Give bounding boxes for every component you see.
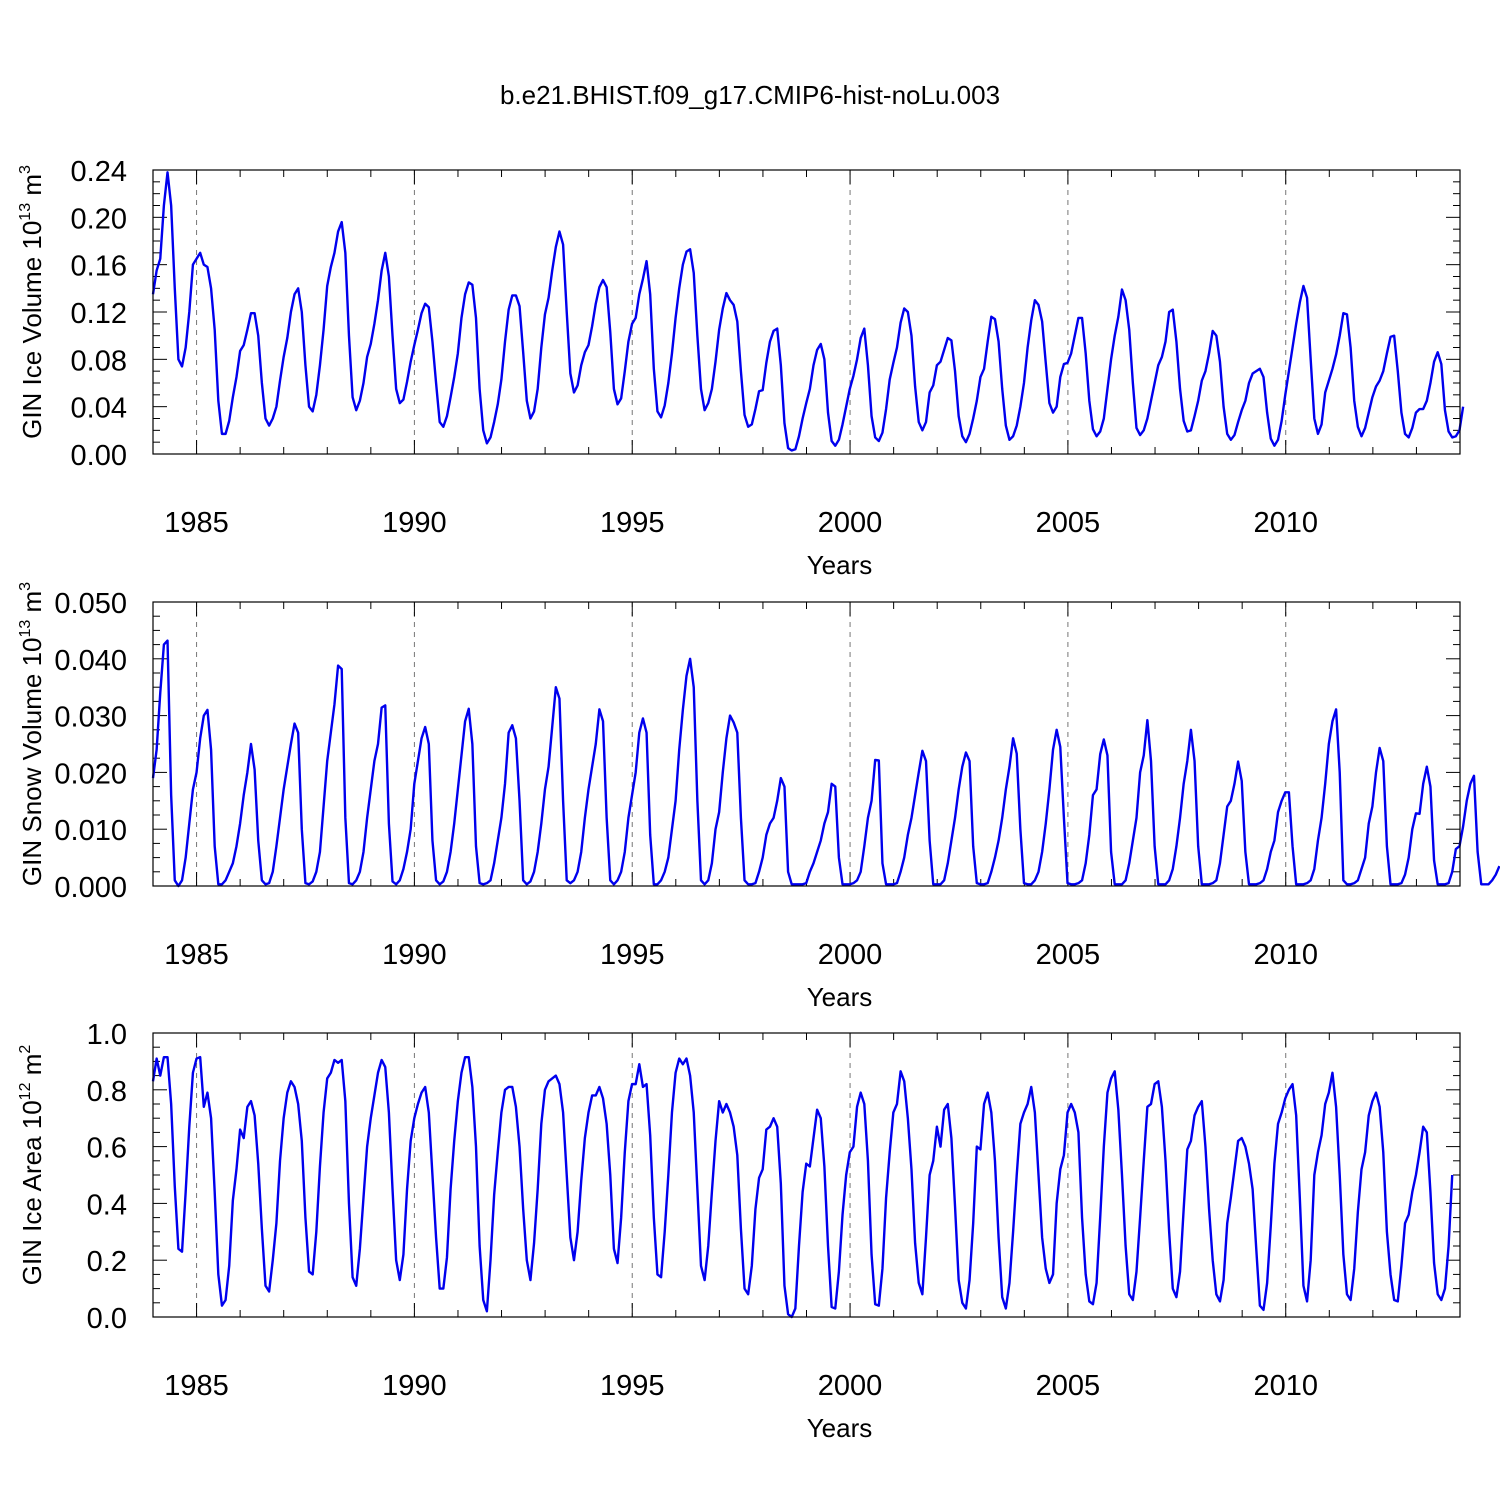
y-tick-label: 1.0: [87, 1019, 127, 1051]
panel-2: 1985 1990 1995 2000 2005 2010 0.000 0.010 0.020 0…: [17, 582, 1500, 1012]
plot-frame: [152, 601, 1461, 887]
y-label-unit-exponent: 3: [17, 582, 34, 591]
x-tick-label: 2010: [1253, 1370, 1318, 1402]
y-tick-label: 0.050: [54, 588, 127, 620]
y-tick-label: 0.20: [71, 203, 127, 235]
y-label-unit: m: [17, 174, 47, 203]
y-tick-label: 0.000: [54, 872, 127, 904]
y-label-unit: m: [17, 1054, 47, 1083]
y-tick-label: 0.16: [71, 251, 127, 283]
y-tick-label: 0.00: [71, 440, 127, 472]
series-line-1-1: [151, 171, 1465, 452]
x-tick-label: 2010: [1253, 507, 1318, 539]
x-tick-label: 2000: [818, 507, 883, 539]
panel-3: 1985 1990 1995 2000 2005 2010 0.0 0.2 0.4 0.6 0.8 1…: [17, 1019, 1461, 1443]
x-tick-label: 1985: [164, 507, 229, 539]
panel-1: 1985 1990 1995 2000 2005 2010 0.00 0.04 0.08 0.12…: [17, 156, 1465, 580]
y-label-unit-exponent: 3: [17, 165, 34, 174]
x-tick-label: 2005: [1036, 507, 1101, 539]
y-tick-label: 0.6: [87, 1133, 127, 1165]
y-label-exponent: 13: [17, 203, 34, 221]
y-tick-label: 0.04: [71, 393, 127, 425]
y-tick-label: 0.24: [71, 156, 127, 188]
y-label-unit: m: [17, 591, 47, 620]
x-tick-label: 1995: [600, 507, 665, 539]
y-tick-label: 0.8: [87, 1076, 127, 1108]
series-line-2-1: [151, 639, 1500, 888]
y-axis-label: GIN Ice Area 1012 m2: [17, 1045, 47, 1286]
y-label-exponent: 12: [17, 1082, 34, 1100]
x-tick-label: 2005: [1036, 1370, 1101, 1402]
x-axis-label: Years: [807, 1413, 873, 1443]
y-tick-label: 0.040: [54, 645, 127, 677]
y-tick-label: 0.020: [54, 758, 127, 790]
x-tick-label: 2000: [818, 939, 883, 971]
y-label-main: GIN Ice Volume 10: [17, 221, 47, 439]
x-tick-label: 1990: [382, 1370, 447, 1402]
figure-title: b.e21.BHIST.f09_g17.CMIP6-hist-noLu.003: [500, 80, 1000, 110]
x-tick-label: 2000: [818, 1370, 883, 1402]
x-tick-label: 1995: [600, 1370, 665, 1402]
y-label-unit-exponent: 2: [17, 1045, 34, 1054]
panels: 1985 1990 1995 2000 2005 2010 0.00 0.04 0.08 0.12…: [17, 156, 1500, 1443]
y-label-main: GIN Ice Area 10: [17, 1100, 47, 1285]
y-label-exponent: 13: [17, 620, 34, 638]
series-line-3-1: [151, 1055, 1454, 1319]
x-tick-label: 2010: [1253, 939, 1318, 971]
y-tick-label: 0.030: [54, 702, 127, 734]
x-axis-label: Years: [807, 550, 873, 580]
y-tick-label: 0.08: [71, 345, 127, 377]
x-tick-label: 1995: [600, 939, 665, 971]
x-tick-label: 1985: [164, 1370, 229, 1402]
y-tick-label: 0.12: [71, 298, 127, 330]
x-tick-label: 2005: [1036, 939, 1101, 971]
y-tick-label: 0.010: [54, 815, 127, 847]
y-axis-label: GIN Snow Volume 1013 m3: [17, 582, 47, 886]
y-label-main: GIN Snow Volume 10: [17, 638, 47, 887]
y-tick-label: 0.0: [87, 1303, 127, 1335]
x-tick-label: 1985: [164, 939, 229, 971]
y-axis-label: GIN Ice Volume 1013 m3: [17, 165, 47, 439]
x-axis-label: Years: [807, 982, 873, 1012]
x-tick-label: 1990: [382, 507, 447, 539]
y-tick-label: 0.2: [87, 1246, 127, 1278]
x-tick-label: 1990: [382, 939, 447, 971]
plot-frame: [152, 1032, 1461, 1318]
y-tick-label: 0.4: [87, 1189, 127, 1221]
plot-frame: [152, 169, 1461, 455]
